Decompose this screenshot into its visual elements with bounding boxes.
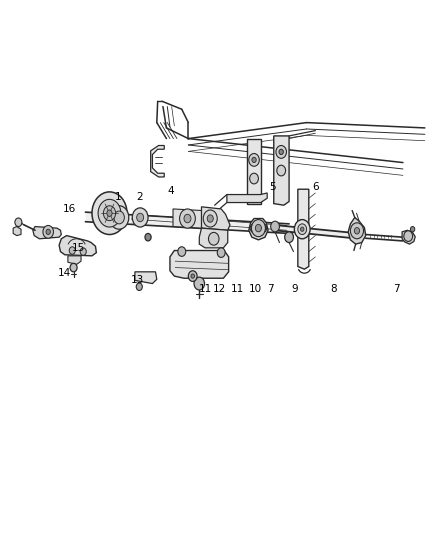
Text: 15: 15 [71,243,85,253]
Text: 2: 2 [136,192,143,202]
Polygon shape [348,217,366,244]
Polygon shape [247,139,261,204]
Circle shape [404,231,413,241]
Text: 5: 5 [269,182,276,191]
Circle shape [251,220,265,237]
Circle shape [184,214,191,223]
Polygon shape [151,146,164,177]
Circle shape [279,149,283,155]
Circle shape [46,229,50,235]
Polygon shape [13,227,21,236]
Circle shape [191,274,194,278]
Circle shape [300,227,304,231]
Circle shape [203,210,217,227]
Circle shape [137,213,144,222]
Circle shape [298,224,307,235]
Circle shape [252,157,256,163]
Circle shape [132,208,148,227]
Circle shape [80,248,86,255]
Polygon shape [199,228,228,248]
Polygon shape [173,209,202,228]
Circle shape [217,248,225,257]
Circle shape [188,271,197,281]
Circle shape [255,224,261,232]
Text: 6: 6 [312,182,319,191]
Circle shape [92,192,127,235]
Polygon shape [68,256,81,264]
Polygon shape [274,136,289,205]
Circle shape [145,233,151,241]
Circle shape [180,209,195,228]
Polygon shape [59,236,96,256]
Circle shape [194,277,205,290]
Circle shape [110,206,129,229]
Text: 13: 13 [131,275,144,285]
Text: 11: 11 [231,284,244,294]
Text: 8: 8 [330,284,337,294]
Circle shape [207,215,213,222]
Text: 11: 11 [198,284,212,294]
Circle shape [249,154,259,166]
Text: 12: 12 [213,284,226,294]
Circle shape [69,247,75,254]
Text: 14: 14 [58,269,71,278]
Circle shape [103,206,116,221]
Circle shape [410,227,415,232]
Circle shape [114,211,124,224]
Polygon shape [298,189,309,269]
Circle shape [136,283,142,290]
Polygon shape [85,212,289,233]
Text: 1: 1 [115,192,122,202]
Circle shape [208,232,219,245]
Circle shape [15,218,22,227]
Polygon shape [402,230,415,244]
Circle shape [271,221,279,232]
Polygon shape [135,272,157,284]
Text: 7: 7 [393,284,400,294]
Text: 7: 7 [267,284,274,294]
Polygon shape [227,193,267,203]
Circle shape [107,210,112,216]
Circle shape [70,263,77,272]
Ellipse shape [250,222,267,234]
Text: 16: 16 [63,205,76,214]
Circle shape [285,232,293,243]
Circle shape [350,223,364,239]
Polygon shape [274,225,359,239]
Circle shape [43,225,53,238]
Circle shape [294,220,310,239]
Polygon shape [33,227,61,239]
Circle shape [277,165,286,176]
Text: 10: 10 [248,284,261,294]
Polygon shape [170,251,229,278]
Text: 9: 9 [291,284,298,294]
Circle shape [250,173,258,184]
Circle shape [276,146,286,158]
Polygon shape [201,207,230,230]
Text: 4: 4 [167,186,174,196]
Circle shape [178,247,186,256]
Circle shape [98,199,121,227]
Polygon shape [249,219,268,240]
Circle shape [354,228,360,234]
